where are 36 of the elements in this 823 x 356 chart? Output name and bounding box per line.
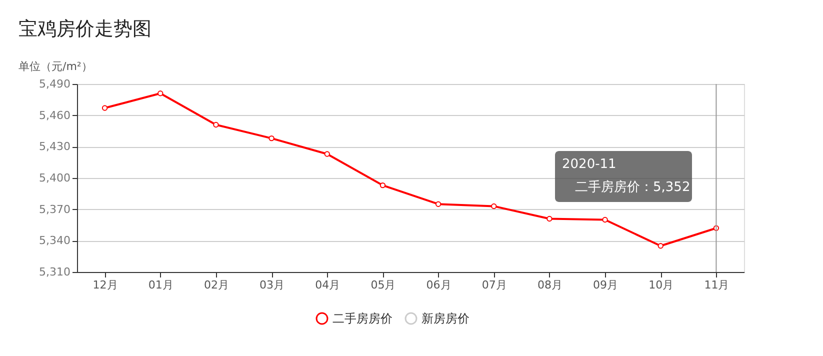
annotation: 2020-11 (562, 157, 616, 172)
y-axis-title: 单位（元/m²） (18, 60, 92, 73)
y-tick-label: 5,430 (39, 140, 70, 154)
point (658, 243, 664, 249)
legend-label: 新房房价 (422, 312, 470, 326)
x-tick-label: 08月 (537, 278, 562, 292)
y-tick-label: 5,460 (39, 108, 70, 122)
point (491, 203, 497, 210)
point (380, 182, 386, 188)
x-tick-label: 11月 (704, 278, 730, 292)
point (158, 90, 164, 96)
y-tick-label: 5,340 (39, 234, 70, 248)
x-tick-label: 01月 (148, 278, 174, 292)
point (602, 216, 608, 223)
x-tick-label: 09月 (593, 278, 618, 292)
point (546, 216, 552, 222)
y-tick-label: 5,490 (39, 78, 70, 90)
point (435, 201, 442, 207)
point (268, 135, 274, 142)
point (102, 105, 108, 111)
x-tick-label: 05月 (370, 278, 396, 292)
x-tick-label: 03月 (260, 278, 285, 292)
chart-title: 宝鸡房价走势图 (18, 18, 152, 40)
x-tick-label: 02月 (204, 278, 229, 292)
x-tick-label: 07月 (482, 278, 507, 292)
x-tick-label: 12月 (92, 278, 118, 292)
y-tick-label: 5,400 (39, 172, 70, 184)
x-tick-label: 10月 (648, 278, 674, 292)
annotation: 二手房房价：5,352 (575, 179, 690, 195)
y-tick-label: 5,370 (39, 202, 70, 216)
x-tick-label: 04月 (315, 278, 340, 292)
point (213, 122, 219, 128)
point (324, 151, 330, 157)
x-tick-label: 06月 (426, 278, 452, 292)
legend-label: 二手房房价 (332, 312, 392, 326)
y-tick-label: 5,310 (39, 266, 70, 278)
